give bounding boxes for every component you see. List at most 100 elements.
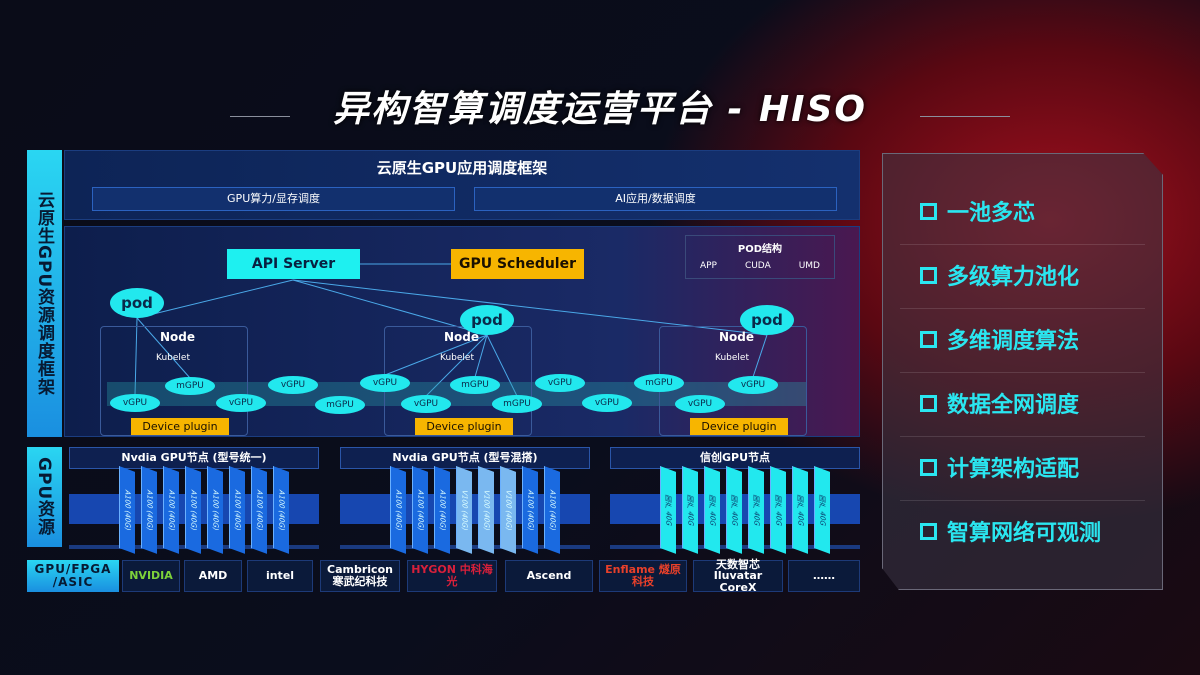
checkbox-icon [920, 202, 937, 220]
connector-line [486, 334, 518, 397]
pod-structure-title: POD结构 [737, 244, 783, 255]
feature-item: 智算网络可观测 [920, 515, 1101, 547]
gpu-card: A100 (40G) [412, 466, 428, 554]
checkbox-icon [920, 522, 937, 540]
device-plugin: Device plugin [131, 418, 229, 435]
gpu-card: A100 (40G) [434, 466, 450, 554]
gpu-compute-bar: GPU算力/显存调度 [92, 187, 455, 211]
feature-divider [900, 500, 1145, 501]
pod: pod [460, 305, 514, 335]
feature-divider [900, 308, 1145, 309]
mgpu-chip: mGPU [634, 374, 684, 392]
node-box [100, 326, 248, 436]
gpu-card: A100 (40G) [119, 466, 135, 554]
connector-line [134, 317, 138, 396]
feature-divider [900, 372, 1145, 373]
gpu-card: V100 (40G) [478, 466, 494, 554]
feature-divider [900, 244, 1145, 245]
mgpu-chip: mGPU [450, 376, 500, 394]
feature-divider [900, 436, 1145, 437]
gpu-card: 国产 40G [660, 466, 676, 554]
feature-label: 一池多芯 [947, 201, 1036, 226]
connector-line [292, 279, 488, 336]
gpu-card: 国产 40G [726, 466, 742, 554]
vgpu-chip: vGPU [360, 374, 410, 392]
pod: pod [110, 288, 164, 318]
resources-label: GPU资源 [27, 447, 62, 547]
mgpu-chip: mGPU [165, 377, 215, 395]
feature-item: 多级算力池化 [920, 259, 1079, 291]
vendor-logo: NVIDIA [122, 560, 180, 592]
node-label: Node [719, 330, 755, 344]
connector-line [384, 334, 488, 376]
feature-label: 多维调度算法 [947, 329, 1080, 354]
kubelet-label: Kubelet [440, 353, 474, 363]
checkbox-icon [920, 394, 937, 412]
features-panel [882, 153, 1163, 590]
gpu-card: A100 (40G) [163, 466, 179, 554]
title-divider [920, 116, 1010, 117]
connection-lines [134, 263, 768, 397]
gpu-card: 国产 40G [748, 466, 764, 554]
framework-label: 云原生GPU资源调度框架 [27, 150, 62, 437]
vendor-logo: Ascend [505, 560, 593, 592]
kubelet-label: Kubelet [715, 353, 749, 363]
feature-label: 计算架构适配 [947, 457, 1080, 482]
vgpu-chip: vGPU [268, 376, 318, 394]
vgpu-chip: vGPU [110, 394, 160, 412]
ai-data-bar: AI应用/数据调度 [474, 187, 837, 211]
checkbox-icon [920, 266, 937, 284]
pod-cuda: CUDA [744, 261, 771, 271]
connector-line [752, 334, 768, 378]
vendor-logo: Enflame 燧原科技 [599, 560, 687, 592]
feature-label: 智算网络可观测 [947, 521, 1102, 546]
gpu-card: A100 (40G) [273, 466, 289, 554]
pod: pod [740, 305, 794, 335]
checkbox-icon [920, 330, 937, 348]
checkbox-icon [920, 458, 937, 476]
page-title: 异构智算调度运营平台 - HISO [332, 89, 868, 130]
gpu-card: 国产 40G [704, 466, 720, 554]
gpu-card: A100 (40G) [522, 466, 538, 554]
gpu-card: A100 (40G) [207, 466, 223, 554]
connector-line [474, 334, 488, 378]
gpu-card: 国产 40G [770, 466, 786, 554]
gpu-card: A100 (40G) [185, 466, 201, 554]
device-plugin: Device plugin [415, 418, 513, 435]
chips-label: GPU/FPGA /ASIC [27, 560, 119, 592]
node-label: Node [160, 330, 196, 344]
feature-label: 数据全网调度 [947, 393, 1080, 418]
gpu-card: A100 (40G) [141, 466, 157, 554]
pod-structure: POD结构 APP CUDA UMD [685, 235, 835, 279]
feature-label: 多级算力池化 [947, 265, 1080, 290]
gpu-card: A100 (40G) [251, 466, 267, 554]
gpu-node-title: 信创GPU节点 [610, 447, 860, 469]
kubelet-label: Kubelet [156, 353, 190, 363]
connector-line [136, 279, 294, 319]
framework-header: 云原生GPU应用调度框架 GPU算力/显存调度 AI应用/数据调度 [64, 150, 860, 220]
vendor-logo: intel [247, 560, 313, 592]
pod-umd: UMD [798, 261, 820, 271]
vgpu-chip: vGPU [216, 394, 266, 412]
gpu-node-title: Nvdia GPU节点 (型号统一) [69, 447, 319, 469]
node-label: Node [444, 330, 480, 344]
vendor-logo: AMD [184, 560, 242, 592]
gpu-card: A100 (40G) [229, 466, 245, 554]
feature-item: 多维调度算法 [920, 323, 1079, 355]
vgpu-chip: vGPU [401, 395, 451, 413]
vendor-logo: 天数智芯 Iluvatar CoreX [693, 558, 783, 593]
vgpu-chip: vGPU [582, 394, 632, 412]
pod-app: APP [699, 261, 717, 271]
gpu-card: A100 (40G) [544, 466, 560, 554]
connector-line [425, 334, 488, 397]
api-server: API Server [227, 249, 360, 279]
title-divider [230, 116, 290, 117]
gpu-card: 国产 40G [682, 466, 698, 554]
framework-title: 云原生GPU应用调度框架 [376, 159, 548, 177]
device-plugin: Device plugin [690, 418, 788, 435]
connector-line [292, 279, 768, 336]
gpu-card: A100 (40G) [390, 466, 406, 554]
feature-item: 一池多芯 [920, 195, 1035, 227]
gpu-card: V100 (40G) [456, 466, 472, 554]
gpu-card: V100 (40G) [500, 466, 516, 554]
